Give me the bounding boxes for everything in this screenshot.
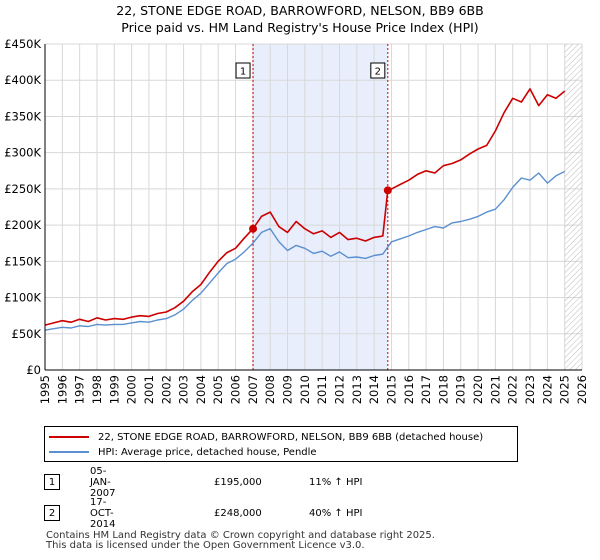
x-tick-label: 2006 [229,375,243,404]
x-tick-label: 1998 [90,375,104,404]
x-tick-label: 2003 [177,375,191,404]
x-tick-label: 2000 [125,375,139,404]
x-tick-label: 2019 [454,375,468,404]
y-tick-label: £300K [4,146,41,160]
y-tick-label: £50K [12,327,42,341]
x-tick-label: 2016 [402,375,416,404]
chart-subtitle: Price paid vs. HM Land Registry's House … [121,20,479,35]
hpi-line [44,170,566,331]
x-tick-label: 1999 [107,375,121,404]
footer-line-copyright: Contains HM Land Registry data © Crown c… [46,530,435,541]
legend-label-property: 22, STONE EDGE ROAD, BARROWFORD, NELSON,… [98,431,484,443]
transaction-price: £195,000 [214,476,262,488]
x-tick-label: 2024 [540,375,554,404]
legend-swatch-hpi [49,451,89,453]
footer-attribution: Contains HM Land Registry data © Crown c… [46,531,435,551]
y-tick-label: £250K [4,182,41,196]
x-tick-label: 2017 [419,375,433,404]
transaction-hpi-change: 40% ↑ HPI [309,507,363,519]
x-tick-label: 2025 [558,375,572,404]
x-tick-label: 2004 [194,375,208,404]
legend-item-hpi: HPI: Average price, detached house, Pend… [49,445,317,459]
x-tick-label: 2023 [523,375,537,404]
transaction-hpi-change: 11% ↑ HPI [309,476,363,488]
price-chart: £0 £50K £100K £150K £200K £250K £300K £350K £400… [4,37,589,404]
legend-swatch-property [49,436,89,438]
transaction-number: 2 [44,505,60,521]
chart-title-block: 22, STONE EDGE ROAD, BARROWFORD, NELSON,… [0,2,600,36]
x-tick-label: 2005 [211,375,225,404]
transaction-price: £248,000 [214,507,262,519]
y-tick-label: £400K [4,73,41,87]
x-tick-label: 2008 [263,375,277,404]
transaction-row: 1 05-JAN-2007 £195,000 11% ↑ HPI [44,466,362,499]
sale-point [383,186,392,195]
chart-title: 22, STONE EDGE ROAD, BARROWFORD, NELSON,… [116,3,484,18]
transaction-row: 2 17-OCT-2014 £248,000 40% ↑ HPI [44,497,362,530]
x-tick-label: 2002 [159,375,173,404]
y-tick-label: £200K [4,218,41,232]
transaction-date: 05-JAN-2007 [90,465,116,499]
x-tick-label: 2015 [384,375,398,404]
x-tick-label: 2020 [471,375,485,404]
sale-point [249,224,258,233]
legend-label-hpi: HPI: Average price, detached house, Pend… [98,446,317,458]
annotation-label: 2 [375,67,381,78]
y-tick-label: £150K [4,254,41,268]
footer-line-licence: This data is licensed under the Open Gov… [46,540,365,551]
x-tick-label: 2007 [246,375,260,404]
x-tick-label: 1995 [38,375,52,404]
property-price-line [44,88,566,326]
annotation-box [370,62,386,79]
transaction-date: 17-OCT-2014 [90,496,116,530]
x-tick-label: 2009 [281,375,295,404]
x-tick-label: 2013 [350,375,364,404]
shaded-period [253,44,388,370]
x-tick-label: 1997 [73,375,87,404]
annotation-box [235,62,251,79]
x-tick-label: 2011 [315,375,329,404]
x-tick-label: 2022 [506,375,520,404]
y-tick-label: £100K [4,291,41,305]
x-tick-label: 1996 [55,375,69,404]
legend: 22, STONE EDGE ROAD, BARROWFORD, NELSON,… [44,426,518,462]
legend-item-property: 22, STONE EDGE ROAD, BARROWFORD, NELSON,… [49,430,483,444]
forecast-hatch [564,44,582,370]
x-tick-label: 2021 [488,375,502,404]
x-tick-label: 2018 [436,375,450,404]
y-tick-label: £350K [4,109,41,123]
x-tick-label: 2010 [298,375,312,404]
x-tick-label: 2014 [367,375,381,404]
x-tick-label: 2001 [142,375,156,404]
transaction-number: 1 [44,474,60,490]
annotation-label: 1 [240,67,246,78]
x-tick-label: 2026 [575,375,589,404]
y-tick-label: £450K [4,37,41,51]
x-tick-label: 2012 [332,375,346,404]
y-tick-label: £0 [26,363,41,377]
